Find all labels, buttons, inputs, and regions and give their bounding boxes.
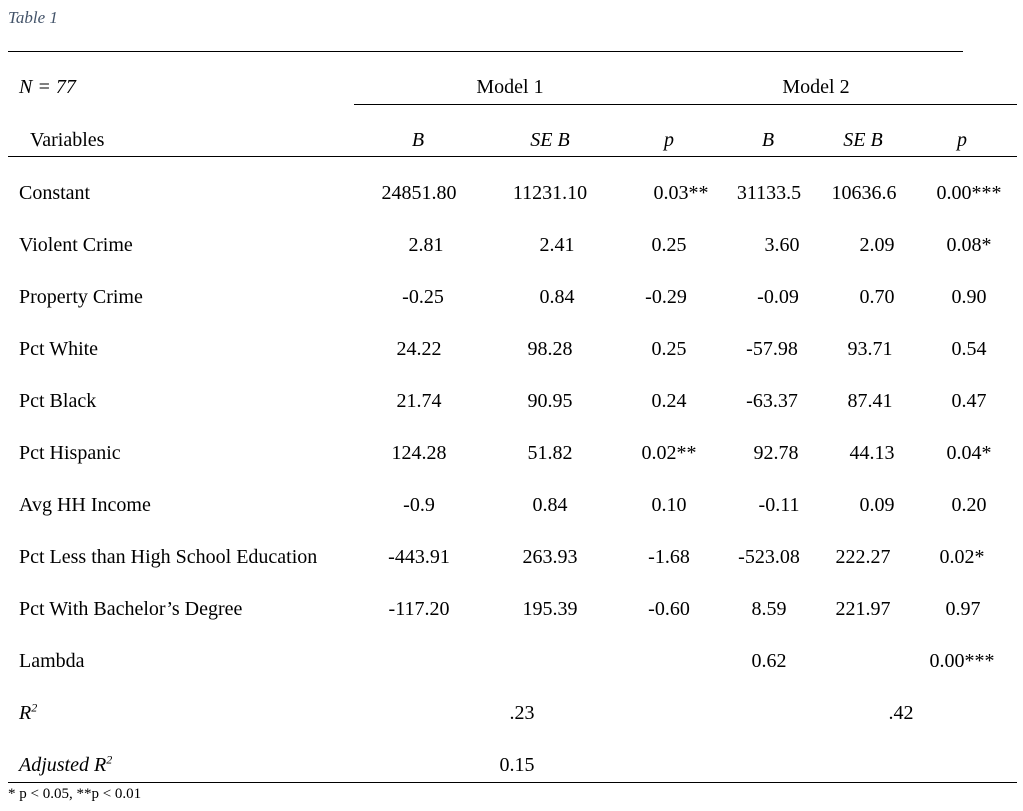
m2-b-value: -523.08 [738,546,800,568]
header-rule [8,156,1017,157]
m2-p-header: p [957,129,967,151]
m2-p-value: 0.47 [951,390,987,412]
m2-se-value: 44.13 [849,442,895,464]
m2-p-value: 0.20 [951,494,987,516]
m1-b-value: -117.20 [388,598,450,620]
m2-b-value: 92.78 [753,442,799,464]
m2-p-value: 0.00*** [936,182,1002,204]
m2-se-value: 10636.6 [831,182,897,204]
m1-p-value: 0.03** [653,182,709,204]
m2-p-value: 0.97 [945,598,981,620]
m2-p-value: 0.04* [946,442,992,464]
m1-b-value: 124.28 [391,442,447,464]
sample-size-label: N = 77 [19,76,76,98]
m2-b-value: -57.98 [746,338,798,360]
model1-header: Model 1 [476,76,544,98]
m1-p-value: 0.25 [651,234,687,256]
m2-se-value: 87.41 [847,390,893,412]
m2-se-value: 0.09 [859,494,895,516]
m1-b-value: -443.91 [388,546,450,568]
m2-b-value: 3.60 [764,234,800,256]
variable-label: Lambda [19,650,85,672]
top-rule [8,51,963,52]
model-header-rule [354,104,1017,105]
m2-se-value: 93.71 [847,338,893,360]
m1-p-header: p [664,129,674,151]
variables-column-header: Variables [30,129,105,151]
m1-b-value: 21.74 [396,390,442,412]
m2-se-value: 2.09 [859,234,895,256]
r-squared-model1: .23 [509,702,535,724]
r-squared-model2: .42 [888,702,914,724]
m1-b-header: B [411,129,425,151]
m2-b-value: 0.62 [751,650,787,672]
variable-label: Pct With Bachelor’s Degree [19,598,243,620]
m1-b-value: -0.25 [402,286,444,308]
m2-se-header: SE B [843,129,883,151]
m1-p-value: 0.10 [651,494,687,516]
m1-b-value: 24851.80 [381,182,457,204]
m1-se-value: 195.39 [522,598,578,620]
m1-se-value: 98.28 [527,338,573,360]
significance-footnote: * p < 0.05, **p < 0.01 [8,786,142,802]
m2-p-value: 0.54 [951,338,987,360]
m1-se-value: 0.84 [532,494,568,516]
m2-se-value: 221.97 [835,598,891,620]
m1-se-value: 51.82 [527,442,573,464]
r-squared-label: R2 [19,700,38,724]
m1-se-value: 11231.10 [512,182,588,204]
m2-p-value: 0.00*** [929,650,995,672]
m2-b-value: -0.09 [757,286,799,308]
m1-p-value: 0.25 [651,338,687,360]
variable-label: Pct Black [19,390,97,412]
variable-label: Property Crime [19,286,143,308]
m1-b-value: 2.81 [408,234,444,256]
variable-label: Avg HH Income [19,494,151,516]
variable-label: Pct White [19,338,99,360]
m1-se-value: 263.93 [522,546,578,568]
m2-p-value: 0.90 [951,286,987,308]
m1-se-value: 90.95 [527,390,573,412]
variable-label: Pct Less than High School Education [19,546,318,568]
variable-label: Violent Crime [19,234,133,256]
m1-p-value: -0.60 [648,598,690,620]
m1-p-value: -1.68 [648,546,690,568]
m1-b-value: 24.22 [396,338,442,360]
variable-label: Constant [19,182,91,204]
m1-p-value: 0.24 [651,390,687,412]
m1-se-value: 0.84 [539,286,575,308]
m2-se-value: 0.70 [859,286,895,308]
table-caption: Table 1 [8,8,58,27]
m1-p-value: -0.29 [645,286,687,308]
m1-se-value: 2.41 [539,234,575,256]
m2-p-value: 0.08* [946,234,992,256]
m2-se-value: 222.27 [835,546,891,568]
m2-b-value: -63.37 [746,390,798,412]
m1-b-value: -0.9 [403,494,435,516]
m2-b-value: -0.11 [758,494,800,516]
m2-b-value: 31133.5 [736,182,802,204]
adjusted-r-squared-label: Adjusted R2 [19,752,113,776]
m2-p-value: 0.02* [939,546,985,568]
bottom-rule [8,782,1017,783]
model2-header: Model 2 [782,76,850,98]
m1-p-value: 0.02** [641,442,697,464]
m1-se-header: SE B [530,129,570,151]
adjusted-r-squared-model1: 0.15 [499,754,535,776]
variable-label: Pct Hispanic [19,442,121,464]
m2-b-value: 8.59 [751,598,787,620]
m2-b-header: B [761,129,775,151]
